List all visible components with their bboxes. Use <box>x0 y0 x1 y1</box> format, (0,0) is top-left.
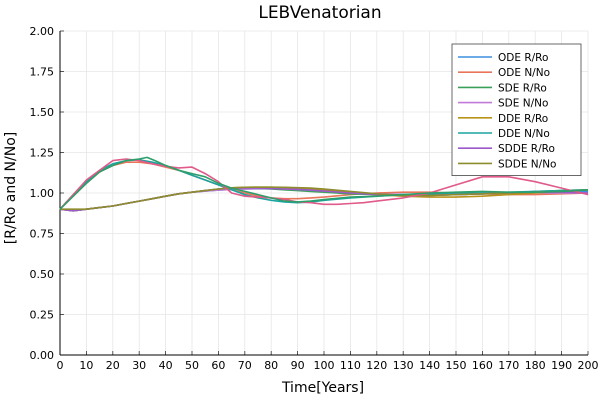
x-tick-label: 0 <box>57 359 64 372</box>
legend-entry: SDDE N/No <box>498 158 556 170</box>
x-tick-labels: 0 10 20 30 40 50 60 70 80 90 100 110 120 130 140 150 160… <box>57 359 599 372</box>
series-lines <box>59 156 589 212</box>
x-tick-label: 120 <box>366 359 387 372</box>
y-tick-label: 2.00 <box>30 25 55 38</box>
legend-entry: DDE N/No <box>498 128 550 140</box>
x-tick-label: 10 <box>79 359 93 372</box>
x-tick-label: 20 <box>106 359 120 372</box>
x-tick-label: 140 <box>419 359 440 372</box>
legend-box <box>451 43 582 177</box>
x-tick-label: 90 <box>291 359 305 372</box>
legend-entry: SDDE R/Ro <box>498 143 555 155</box>
y-tick-label: 0.25 <box>30 309 55 322</box>
legend-entry: DDE R/Ro <box>498 113 548 125</box>
y-tick-label: 1.25 <box>30 147 55 160</box>
x-tick-label: 180 <box>525 359 546 372</box>
y-tick-labels: 0.00 0.25 0.50 0.75 1.00 1.25 1.50 1.75 2.00 <box>30 25 55 362</box>
x-tick-label: 200 <box>578 359 599 372</box>
legend: ODE R/Ro ODE N/No SDE R/Ro SDE N/No DDE R/Ro… <box>451 43 582 177</box>
series-line-9 <box>59 156 589 210</box>
y-tick-label: 1.00 <box>30 187 55 200</box>
axes <box>59 30 589 356</box>
x-tick-label: 160 <box>472 359 493 372</box>
x-tick-label: 70 <box>238 359 252 372</box>
x-axis-label: Time[Years] <box>281 380 364 396</box>
x-tick-label: 130 <box>393 359 414 372</box>
y-tick-label: 0.50 <box>30 268 55 281</box>
x-tick-label: 80 <box>264 359 278 372</box>
x-tick-label: 190 <box>551 359 572 372</box>
series-line-7 <box>60 186 589 210</box>
y-tick-label: 1.50 <box>30 106 55 119</box>
x-tick-label: 100 <box>314 359 335 372</box>
y-tick-label: 1.75 <box>30 66 55 79</box>
x-tick-label: 60 <box>211 359 225 372</box>
legend-entry: ODE N/No <box>498 67 550 79</box>
x-tick-label: 50 <box>185 359 199 372</box>
chart-title: LEBVenatorian <box>258 3 381 23</box>
legend-entry: ODE R/Ro <box>498 52 548 64</box>
legend-entry: SDE N/No <box>498 98 548 110</box>
x-tick-label: 30 <box>132 359 146 372</box>
y-axis-label: [R/Ro and N/No] <box>3 132 19 245</box>
x-tick-label: 150 <box>446 359 467 372</box>
y-tick-label: 0.00 <box>30 349 55 362</box>
x-tick-label: 170 <box>498 359 519 372</box>
legend-entry: SDE R/Ro <box>498 82 547 94</box>
y-tick-label: 0.75 <box>30 228 55 241</box>
x-tick-label: 40 <box>159 359 173 372</box>
x-tick-label: 110 <box>340 359 361 372</box>
